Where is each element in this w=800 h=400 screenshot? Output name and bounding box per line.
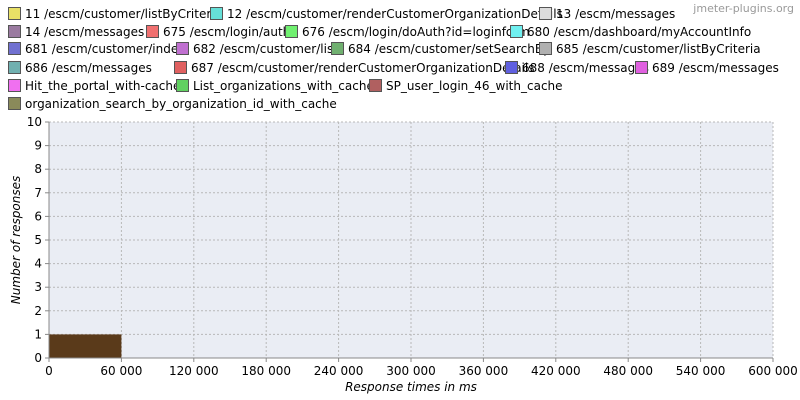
- legend-swatch: [176, 79, 189, 92]
- legend-label: 684 /escm/customer/setSearchBy: [348, 42, 551, 56]
- y-tick-label: 6: [34, 209, 42, 223]
- legend-label: 682 /escm/customer/list: [193, 42, 338, 56]
- legend-item: 675 /escm/login/auth: [146, 23, 290, 41]
- legend-label: 12 /escm/customer/renderCustomerOrganiza…: [227, 7, 563, 21]
- x-tick-label: 600 000: [748, 364, 798, 378]
- legend-label: 688 /escm/messages: [522, 61, 649, 75]
- legend-item: List_organizations_with_cache: [176, 77, 374, 95]
- x-tick-label: 300 000: [386, 364, 436, 378]
- legend-label: organization_search_by_organization_id_w…: [25, 97, 337, 111]
- legend-swatch: [8, 97, 21, 110]
- x-tick-label: 0: [45, 364, 53, 378]
- legend-swatch: [8, 42, 21, 55]
- y-tick-label: 9: [34, 139, 42, 153]
- legend-item: 11 /escm/customer/listByCriteria: [8, 5, 222, 23]
- legend-swatch: [539, 42, 552, 55]
- legend-label: 681 /escm/customer/index: [25, 42, 186, 56]
- legend-label: 676 /escm/login/doAuth?id=loginform: [302, 25, 530, 39]
- legend-swatch: [285, 25, 298, 38]
- legend-item: 688 /escm/messages: [505, 59, 649, 77]
- y-tick-label: 3: [34, 280, 42, 294]
- legend-label: 689 /escm/messages: [652, 61, 779, 75]
- legend-item: 681 /escm/customer/index: [8, 40, 185, 58]
- legend-label: 680 /escm/dashboard/myAccountInfo: [527, 25, 752, 39]
- x-tick-label: 420 000: [531, 364, 581, 378]
- y-tick-label: 0: [34, 351, 42, 365]
- legend-item: 687 /escm/customer/renderCustomerOrganiz…: [174, 59, 534, 77]
- x-tick-label: 360 000: [459, 364, 509, 378]
- legend-swatch: [146, 25, 159, 38]
- legend-swatch: [505, 61, 518, 74]
- legend-label: 675 /escm/login/auth: [163, 25, 291, 39]
- legend-swatch: [8, 61, 21, 74]
- legend-item: Hit_the_portal_with-cache: [8, 77, 180, 95]
- x-tick-label: 60 000: [100, 364, 142, 378]
- legend-label: 14 /escm/messages: [25, 25, 145, 39]
- x-tick-label: 120 000: [169, 364, 219, 378]
- legend-swatch: [8, 79, 21, 92]
- y-tick-label: 10: [27, 115, 42, 129]
- legend-swatch: [210, 7, 223, 20]
- x-tick-label: 540 000: [676, 364, 726, 378]
- legend-swatch: [174, 61, 187, 74]
- legend-item: 680 /escm/dashboard/myAccountInfo: [510, 23, 751, 41]
- legend-swatch: [539, 7, 552, 20]
- legend-label: 13 /escm/messages: [556, 7, 676, 21]
- legend-swatch: [176, 42, 189, 55]
- legend-label: Hit_the_portal_with-cache: [25, 79, 181, 93]
- y-tick-label: 5: [34, 233, 42, 247]
- legend-label: SP_user_login_46_with_cache: [386, 79, 563, 93]
- legend-item: SP_user_login_46_with_cache: [369, 77, 563, 95]
- legend-swatch: [8, 25, 21, 38]
- x-tick-label: 240 000: [314, 364, 364, 378]
- y-tick-label: 2: [34, 304, 42, 318]
- legend-label: 11 /escm/customer/listByCriteria: [25, 7, 222, 21]
- legend-swatch: [635, 61, 648, 74]
- legend-item: 12 /escm/customer/renderCustomerOrganiza…: [210, 5, 563, 23]
- legend-item: 676 /escm/login/doAuth?id=loginform: [285, 23, 530, 41]
- x-axis-title: Response times in ms: [345, 380, 477, 394]
- legend-item: organization_search_by_organization_id_w…: [8, 95, 337, 113]
- legend-item: 14 /escm/messages: [8, 23, 144, 41]
- legend-swatch: [8, 7, 21, 20]
- legend-swatch: [510, 25, 523, 38]
- legend-label: 685 /escm/customer/listByCriteria: [556, 42, 761, 56]
- legend-item: 682 /escm/customer/list: [176, 40, 338, 58]
- histogram-bar: [49, 334, 122, 358]
- y-tick-label: 1: [34, 327, 42, 341]
- legend-item: 686 /escm/messages: [8, 59, 152, 77]
- legend: 11 /escm/customer/listByCriteria 12 /escm…: [0, 0, 800, 115]
- legend-swatch: [331, 42, 344, 55]
- y-tick-label: 7: [34, 186, 42, 200]
- legend-label: 686 /escm/messages: [25, 61, 152, 75]
- legend-item: 684 /escm/customer/setSearchBy: [331, 40, 550, 58]
- y-tick-label: 4: [34, 257, 42, 271]
- x-tick-label: 180 000: [241, 364, 291, 378]
- x-tick-label: 480 000: [603, 364, 653, 378]
- legend-label: List_organizations_with_cache: [193, 79, 374, 93]
- y-tick-label: 8: [34, 162, 42, 176]
- legend-item: 13 /escm/messages: [539, 5, 675, 23]
- legend-item: 689 /escm/messages: [635, 59, 779, 77]
- watermark: jmeter-plugins.org: [693, 2, 794, 15]
- legend-label: 687 /escm/customer/renderCustomerOrganiz…: [191, 61, 535, 75]
- y-axis-title: Number of responses: [9, 176, 23, 304]
- legend-item: 685 /escm/customer/listByCriteria: [539, 40, 761, 58]
- legend-swatch: [369, 79, 382, 92]
